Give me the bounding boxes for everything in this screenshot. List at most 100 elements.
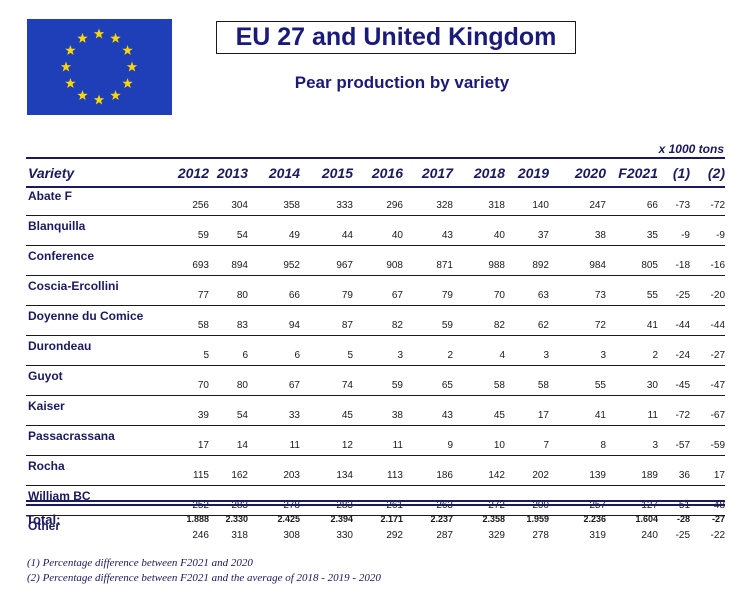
value-cell: 3 bbox=[353, 335, 403, 366]
star-icon bbox=[122, 78, 133, 88]
footnote-1: (1) Percentage difference between F2021 … bbox=[27, 557, 253, 569]
page-title: EU 27 and United Kingdom bbox=[216, 21, 576, 54]
value-cell: 308 bbox=[283, 530, 300, 541]
value-cell: 330 bbox=[336, 530, 353, 541]
value-cell: 115 bbox=[170, 455, 209, 486]
value-cell: -20 bbox=[690, 275, 725, 306]
value-cell: 5 bbox=[170, 335, 209, 366]
value-cell: 162 bbox=[209, 455, 248, 486]
table-row: Conference 693 894 952 967 908 871 988 892 984 805… bbox=[26, 245, 725, 276]
value-cell: 333 bbox=[300, 186, 353, 216]
total-value-cell: 1.604 bbox=[635, 514, 658, 524]
value-cell: -44 bbox=[690, 305, 725, 336]
value-cell: 328 bbox=[403, 186, 453, 216]
value-cell: 33 bbox=[248, 395, 300, 426]
value-cell: -59 bbox=[690, 425, 725, 456]
value-cell: 83 bbox=[209, 305, 248, 336]
value-cell: 9 bbox=[403, 425, 453, 456]
value-cell: 202 bbox=[505, 455, 549, 486]
value-cell: 2 bbox=[606, 335, 658, 366]
value-cell: 87 bbox=[300, 305, 353, 336]
value-cell: 43 bbox=[403, 395, 453, 426]
value-cell: 139 bbox=[549, 455, 606, 486]
value-cell: 38 bbox=[353, 395, 403, 426]
value-cell: 952 bbox=[248, 245, 300, 276]
value-cell: 3 bbox=[549, 335, 606, 366]
value-cell: 894 bbox=[209, 245, 248, 276]
table-row: Rocha 115 162 203 134 113 186 142 202 139 189 36 17 bbox=[26, 455, 725, 486]
value-cell: 988 bbox=[453, 245, 505, 276]
value-cell: -57 bbox=[658, 425, 690, 456]
total-value-cell: 2.394 bbox=[330, 514, 353, 524]
value-cell: 49 bbox=[248, 215, 300, 246]
star-icon bbox=[77, 90, 88, 101]
column-header: 2018 bbox=[473, 165, 505, 181]
column-header: 2012 bbox=[177, 165, 209, 181]
value-cell: 11 bbox=[248, 425, 300, 456]
value-cell: 296 bbox=[353, 186, 403, 216]
value-cell: 43 bbox=[403, 215, 453, 246]
variety-cell: Blanquilla bbox=[26, 215, 170, 246]
variety-cell: Durondeau bbox=[26, 335, 170, 366]
value-cell: 278 bbox=[532, 530, 549, 541]
value-cell: 3 bbox=[505, 335, 549, 366]
star-icon bbox=[93, 94, 105, 105]
value-cell: 12 bbox=[300, 425, 353, 456]
value-cell: -25 bbox=[658, 275, 690, 306]
value-cell: -24 bbox=[658, 335, 690, 366]
table-row: Durondeau 5 6 6 5 3 2 4 3 3 2 -24 -27 bbox=[26, 335, 725, 366]
value-cell: 304 bbox=[209, 186, 248, 216]
value-cell: 82 bbox=[353, 305, 403, 336]
column-header: 2013 bbox=[216, 165, 248, 181]
value-cell: 140 bbox=[505, 186, 549, 216]
total-value-cell: 2.330 bbox=[225, 514, 248, 524]
eu-flag-icon bbox=[27, 19, 172, 115]
value-cell: 72 bbox=[549, 305, 606, 336]
value-cell: -47 bbox=[690, 365, 725, 396]
value-cell: 54 bbox=[209, 395, 248, 426]
value-cell: 203 bbox=[248, 455, 300, 486]
value-cell: 55 bbox=[606, 275, 658, 306]
variety-cell: Guyot bbox=[26, 365, 170, 396]
value-cell: 45 bbox=[453, 395, 505, 426]
value-cell: 10 bbox=[453, 425, 505, 456]
value-cell: 5 bbox=[300, 335, 353, 366]
table-row: Blanquilla 59 54 49 44 40 43 40 37 38 35 -9 -9 bbox=[26, 215, 725, 246]
value-cell: 693 bbox=[170, 245, 209, 276]
value-cell: 30 bbox=[606, 365, 658, 396]
value-cell: 967 bbox=[300, 245, 353, 276]
value-cell: 82 bbox=[453, 305, 505, 336]
table-header-row: Variety 2012 2013 2014 2015 2016 2017 2018 2019 2… bbox=[26, 160, 725, 186]
value-cell: 55 bbox=[549, 365, 606, 396]
value-cell: 6 bbox=[248, 335, 300, 366]
value-cell: 871 bbox=[403, 245, 453, 276]
variety-cell: Abate F bbox=[26, 186, 170, 216]
total-value-cell: 2.171 bbox=[380, 514, 403, 524]
total-top-rule-2 bbox=[26, 504, 725, 506]
value-cell: 66 bbox=[248, 275, 300, 306]
value-cell: 77 bbox=[170, 275, 209, 306]
value-cell: 319 bbox=[589, 530, 606, 541]
value-cell: 40 bbox=[353, 215, 403, 246]
value-cell: 54 bbox=[209, 215, 248, 246]
value-cell: 35 bbox=[606, 215, 658, 246]
footnote-2: (2) Percentage difference between F2021 … bbox=[27, 572, 381, 584]
value-cell: 292 bbox=[386, 530, 403, 541]
column-header-variety: Variety bbox=[28, 165, 75, 181]
column-header: (2) bbox=[707, 165, 725, 181]
value-cell: 73 bbox=[549, 275, 606, 306]
table-row: Passacrassana 17 14 11 12 11 9 10 7 8 3 -57 -59 bbox=[26, 425, 725, 456]
value-cell: 58 bbox=[505, 365, 549, 396]
value-cell: 318 bbox=[453, 186, 505, 216]
value-cell: 74 bbox=[300, 365, 353, 396]
total-row: Total: 1.888 2.330 2.425 2.394 2.171 2.237 2.35… bbox=[26, 507, 725, 531]
value-cell: 113 bbox=[353, 455, 403, 486]
value-cell: 256 bbox=[170, 186, 209, 216]
column-header: F2021 bbox=[618, 165, 658, 181]
total-label: Total: bbox=[26, 511, 61, 527]
variety-cell: Coscia-Ercollini bbox=[26, 275, 170, 306]
column-header: 2017 bbox=[421, 165, 453, 181]
value-cell: 66 bbox=[606, 186, 658, 216]
value-cell: -72 bbox=[690, 186, 725, 216]
value-cell: 3 bbox=[606, 425, 658, 456]
